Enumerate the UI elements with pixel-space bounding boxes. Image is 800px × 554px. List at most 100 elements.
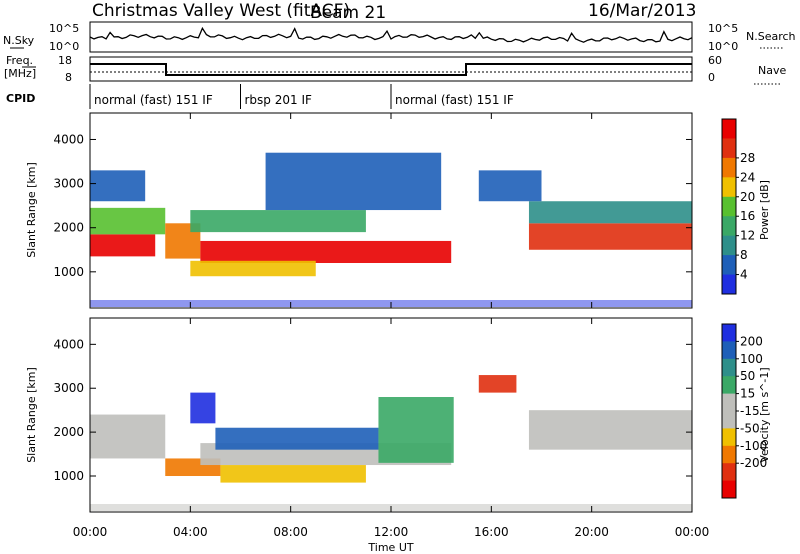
heatmap-cell: [200, 240, 452, 263]
colorbar-swatch: [722, 411, 736, 429]
cpid-mode-label: normal (fast) 151 IF: [395, 93, 514, 107]
heatmap-cell: [190, 210, 366, 233]
x-tick-label: 04:00: [173, 525, 208, 539]
colorbar-tick-label: 8: [740, 248, 748, 262]
heatmap-cell: [220, 465, 366, 483]
noise-left-tick-bottom: 10^0: [49, 40, 79, 53]
power-y-label: Slant Range [km]: [25, 162, 38, 258]
y-tick-label: 1000: [53, 265, 84, 279]
y-tick-label: 1000: [53, 469, 84, 483]
noise-sky-trace: [89, 26, 693, 43]
y-tick-label: 4000: [53, 132, 84, 146]
radar-title: Christmas Valley West (fitACF): [92, 1, 350, 21]
heatmap-cell: [528, 201, 692, 224]
x-tick-label: 16:00: [474, 525, 509, 539]
power-y-axis: 1000 2000 3000 4000: [53, 132, 692, 279]
x-tick-label: 00:00: [675, 525, 710, 539]
y-tick-label: 4000: [53, 337, 84, 351]
beam-label: Beam 21: [310, 3, 386, 23]
colorbar-swatch: [722, 138, 736, 159]
x-axis-label: Time UT: [367, 541, 413, 554]
colorbar-tick-label: 50: [740, 369, 755, 383]
colorbar-swatch: [722, 463, 736, 482]
freq-label-1: Freq.: [6, 54, 33, 67]
colorbar-swatch: [722, 480, 736, 499]
cpid-modes: normal (fast) 151 IF rbsp 201 IF normal (f…: [89, 84, 514, 109]
velocity-colorbar: 200 100 50 15 -15 -50 -100 -200: [721, 323, 767, 499]
heatmap-cell: [190, 260, 316, 277]
colorbar-swatch: [722, 428, 736, 447]
x-tick-label: 00:00: [73, 525, 108, 539]
nave-tick-bottom: 0: [708, 71, 715, 84]
freq-tick-top: 18: [58, 54, 72, 67]
heatmap-cell: [528, 410, 692, 450]
power-colorbar: 4 8 12 16 20 24 28: [721, 118, 755, 295]
colorbar-swatch: [722, 157, 736, 178]
freq-label-2: [MHz]: [4, 67, 36, 80]
velocity-y-axis: 1000 2000 3000 4000: [53, 337, 692, 483]
heatmap-cell: [215, 427, 379, 450]
noise-left-label: N.Sky: [3, 34, 35, 47]
time-x-axis: 00:00 04:00 08:00 12:00 16:00 20:00 00:00: [73, 113, 710, 539]
cpid-label: CPID: [6, 92, 35, 105]
heatmap-cell: [90, 414, 166, 459]
colorbar-swatch: [722, 177, 736, 198]
nave-label: Nave: [758, 64, 786, 77]
freq-panel-frame: [89, 56, 693, 82]
noise-right-tick-bottom: 10^0: [708, 40, 738, 53]
power-colorbar-label: Power [dB]: [758, 180, 771, 240]
noise-panel-frame: [89, 21, 693, 53]
colorbar-swatch: [722, 393, 736, 412]
colorbar-swatch: [722, 324, 736, 342]
freq-trace: [90, 63, 692, 76]
noise-right-label: N.Search: [746, 30, 796, 43]
colorbar-tick-label: 28: [740, 151, 755, 165]
velocity-y-label: Slant Range [km]: [25, 367, 38, 463]
colorbar-tick-label: -15: [740, 404, 760, 418]
x-tick-label: 20:00: [574, 525, 609, 539]
freq-tick-bottom: 8: [65, 71, 72, 84]
heatmap-cell: [378, 397, 454, 463]
heatmap-cell: [478, 170, 542, 202]
colorbar-swatch: [722, 196, 736, 217]
colorbar-tick-label: -200: [740, 456, 767, 470]
colorbar-swatch: [722, 376, 736, 395]
colorbar-swatch: [722, 445, 736, 464]
colorbar-tick-label: 12: [740, 229, 755, 243]
colorbar-frame: [721, 118, 737, 295]
colorbar-tick-label: 16: [740, 209, 755, 223]
colorbar-swatch: [722, 119, 736, 139]
colorbar-tick-label: 200: [740, 334, 763, 348]
colorbar-swatch: [722, 216, 736, 237]
colorbar-swatch: [722, 358, 736, 377]
power-heatmap: [90, 152, 692, 307]
heatmap-cell: [265, 152, 442, 211]
colorbar-tick-label: 15: [740, 387, 755, 401]
nave-tick-top: 60: [708, 54, 722, 67]
colorbar-tick-label: -100: [740, 439, 767, 453]
heatmap-cell: [90, 170, 146, 202]
colorbar-tick-label: -50: [740, 421, 760, 435]
colorbar-swatch: [722, 255, 736, 276]
colorbar-swatch: [722, 341, 736, 360]
heatmap-cell: [528, 223, 692, 250]
colorbar-tick-label: 100: [740, 352, 763, 366]
heatmap-cell: [478, 375, 517, 393]
colorbar-tick-label: 4: [740, 268, 748, 282]
y-tick-label: 2000: [53, 221, 84, 235]
velocity-colorbar-label: Velocity [m s^-1]: [758, 367, 771, 462]
y-tick-label: 3000: [53, 381, 84, 395]
date-label: 16/Mar/2013: [588, 1, 696, 21]
cpid-mode-label: normal (fast) 151 IF: [94, 93, 213, 107]
x-tick-label: 12:00: [374, 525, 409, 539]
colorbar-swatch: [722, 235, 736, 256]
heatmap-cell: [90, 207, 166, 235]
noise-left-tick-top: 10^5: [49, 22, 79, 35]
noise-right-tick-top: 10^5: [708, 22, 738, 35]
colorbar-swatch: [722, 274, 736, 295]
velocity-heatmap: [90, 375, 692, 511]
x-tick-label: 08:00: [273, 525, 308, 539]
cpid-mode-label: rbsp 201 IF: [245, 93, 312, 107]
colorbar-tick-label: 24: [740, 170, 755, 184]
